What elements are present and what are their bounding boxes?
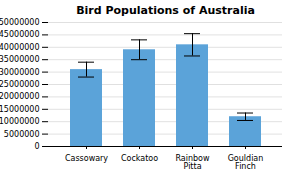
svg-text:Cockatoo: Cockatoo <box>121 154 158 163</box>
svg-text:10000000: 10000000 <box>0 117 40 126</box>
svg-text:15000000: 15000000 <box>0 105 40 114</box>
svg-text:20000000: 20000000 <box>0 92 40 101</box>
svg-text:Bird Populations of Australia: Bird Populations of Australia <box>76 4 255 17</box>
svg-text:45000000: 45000000 <box>0 30 40 39</box>
svg-text:50000000: 50000000 <box>0 18 40 27</box>
svg-text:25000000: 25000000 <box>0 80 40 89</box>
svg-text:5000000: 5000000 <box>4 130 40 139</box>
svg-text:30000000: 30000000 <box>0 68 40 77</box>
svg-text:40000000: 40000000 <box>0 43 40 52</box>
svg-text:35000000: 35000000 <box>0 55 40 64</box>
svg-text:RainbowPitta: RainbowPitta <box>175 154 210 171</box>
svg-text:0: 0 <box>34 142 39 151</box>
svg-text:GouldianFinch: GouldianFinch <box>228 154 264 171</box>
svg-text:Cassowary: Cassowary <box>65 154 108 163</box>
